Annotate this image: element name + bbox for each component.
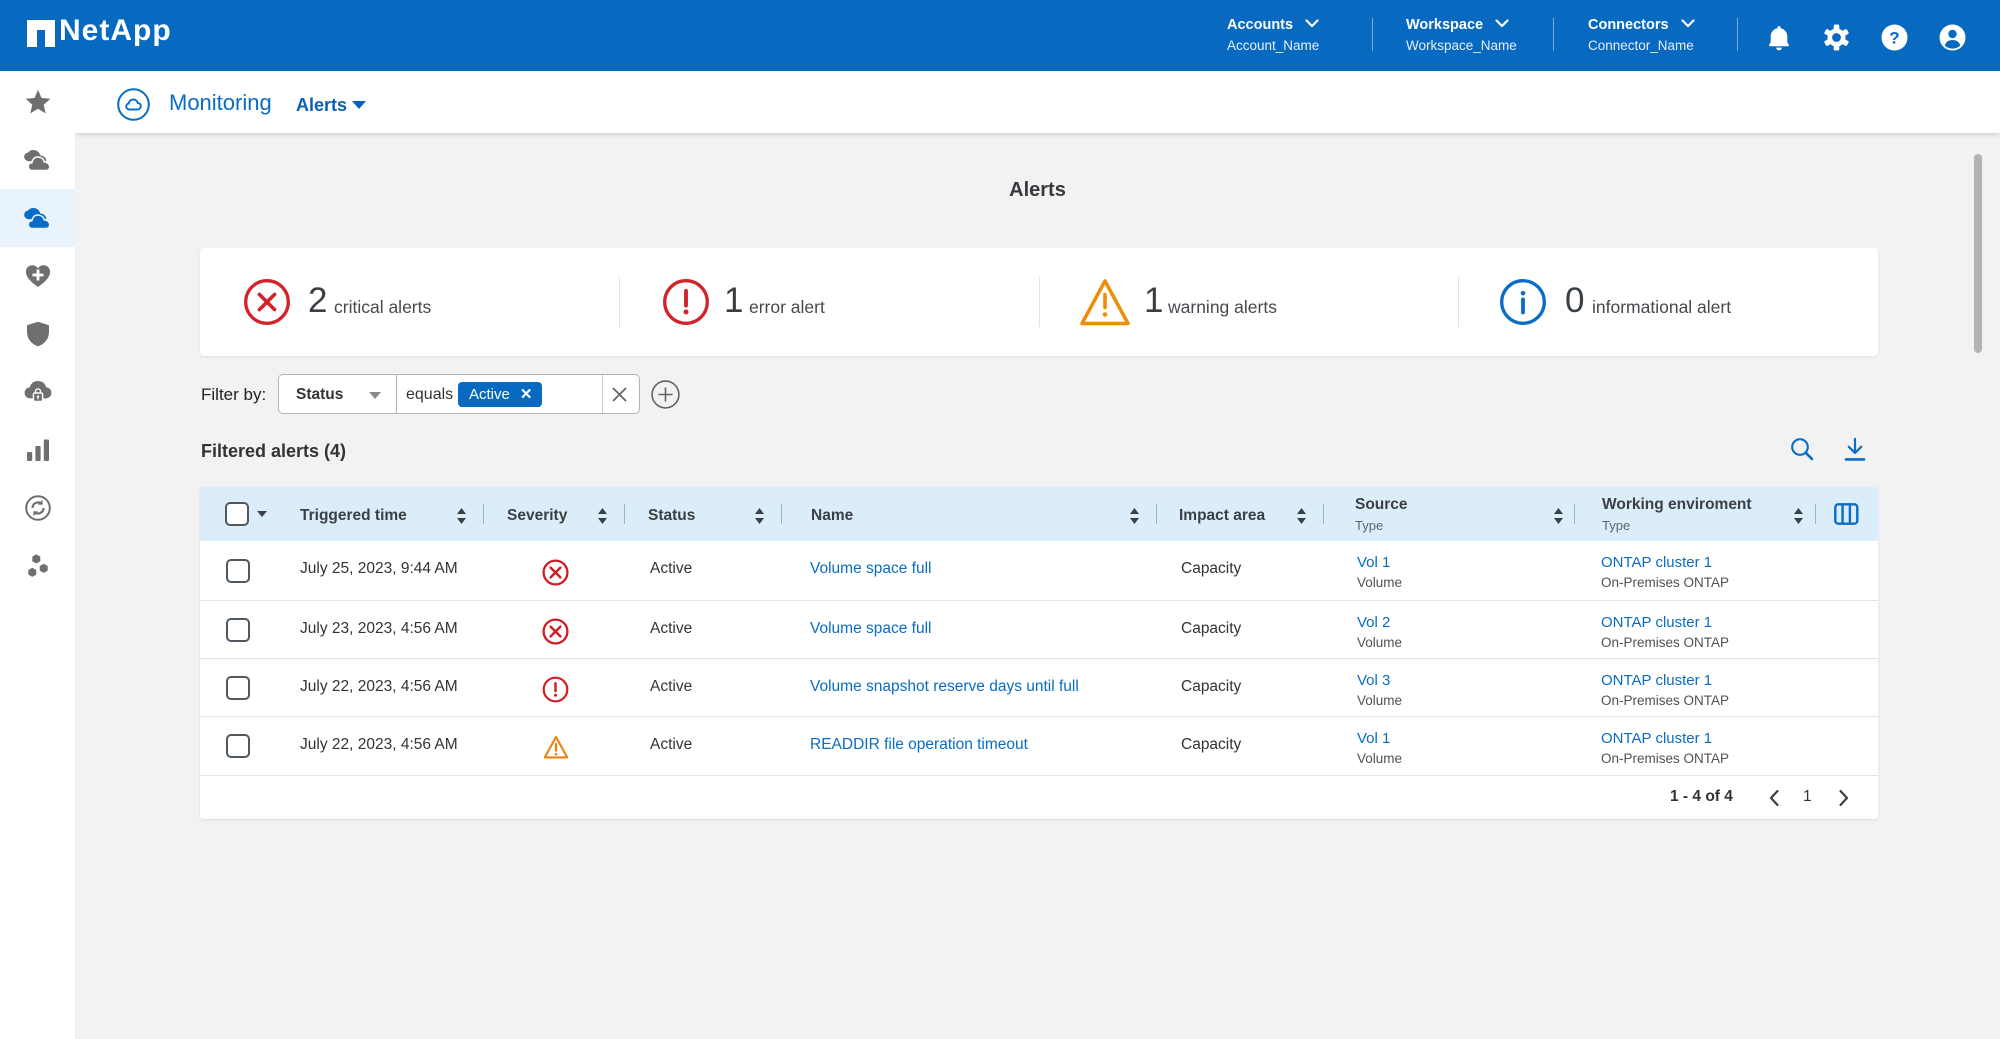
svg-text:?: ? bbox=[1889, 29, 1899, 48]
